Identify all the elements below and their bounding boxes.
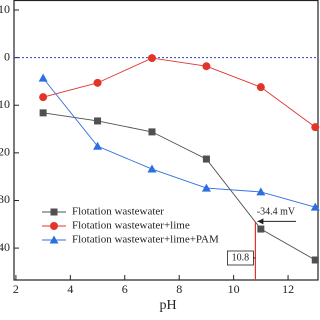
point: [148, 128, 156, 136]
x-axis-label: pH: [159, 298, 176, 313]
point: [49, 235, 59, 244]
series-line: [43, 57, 316, 128]
legend-label: Flotation wastewater+lime+PAM: [72, 234, 219, 246]
y-tick-label: -40: [0, 240, 10, 254]
y-tick-label: -30: [0, 192, 10, 206]
point: [202, 62, 211, 71]
x-marker-label: 10.8: [232, 252, 250, 263]
x-tick-label: 6: [122, 282, 128, 296]
point: [311, 256, 319, 264]
point: [147, 54, 156, 63]
arrow-head: [257, 218, 264, 225]
point: [256, 187, 266, 196]
x-tick-label: 10: [228, 282, 240, 296]
point: [93, 78, 102, 87]
legend-label: Flotation wastewater+lime: [72, 220, 190, 232]
point: [201, 183, 211, 192]
x-tick-label: 2: [13, 282, 19, 296]
series-line: [43, 112, 316, 261]
point: [147, 164, 157, 173]
point: [39, 109, 47, 117]
x-tick-label: 8: [176, 282, 182, 296]
point: [39, 93, 48, 102]
y-tick-label: 0: [4, 49, 10, 63]
point: [38, 73, 48, 82]
point: [93, 141, 103, 150]
annotation-label: -34.4 mV: [257, 207, 296, 218]
point: [202, 155, 210, 163]
point: [50, 208, 58, 216]
point: [50, 222, 58, 230]
point: [311, 123, 320, 132]
series-line: [42, 77, 316, 208]
x-tick-label: 12: [282, 282, 294, 296]
point: [256, 83, 265, 92]
point: [310, 202, 320, 211]
plot-frame: [13, 0, 319, 281]
x-tick-label: 4: [67, 282, 73, 296]
y-tick-label: 10: [0, 2, 10, 16]
point: [257, 225, 265, 233]
legend-label: Flotation wastewater: [72, 206, 164, 218]
y-tick-label: -20: [0, 145, 10, 159]
y-tick-label: -10: [0, 97, 10, 111]
point: [94, 117, 102, 125]
